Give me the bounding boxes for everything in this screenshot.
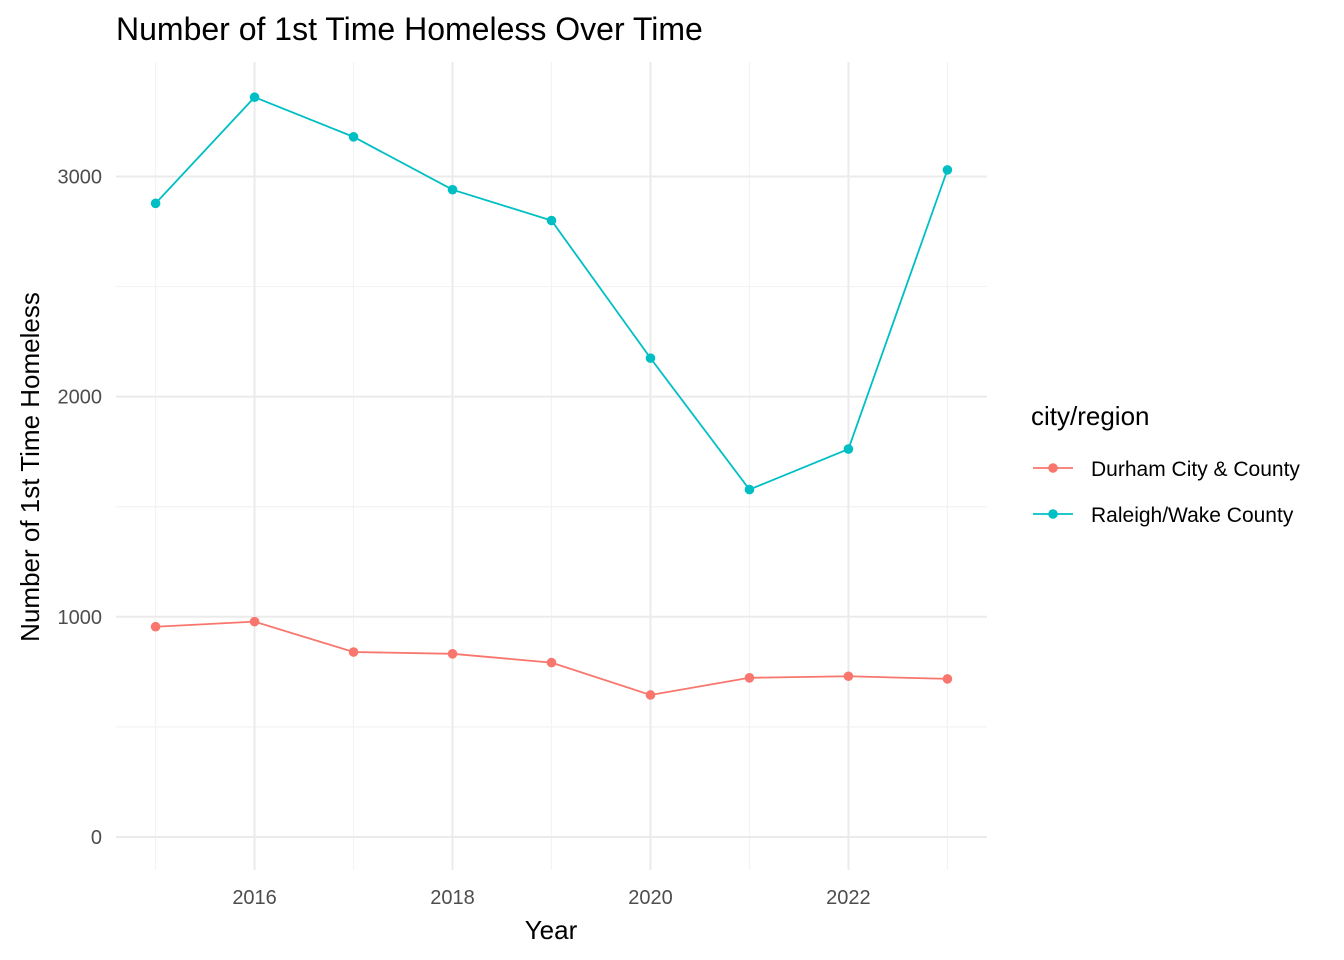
y-tick-label: 0 xyxy=(91,827,102,849)
x-tick-label: 2016 xyxy=(232,887,277,909)
y-tick-label: 1000 xyxy=(58,607,103,629)
y-tick-label: 3000 xyxy=(58,166,103,188)
y-axis-title: Number of 1st Time Homeless xyxy=(15,292,45,642)
x-tick-label: 2020 xyxy=(628,887,673,909)
y-tick-label: 2000 xyxy=(58,387,103,409)
data-point-raleigh-wake-county xyxy=(150,198,161,209)
data-point-durham-city-county xyxy=(348,647,359,657)
data-point-raleigh-wake-county xyxy=(744,484,755,495)
legend-items: Durham City & County Raleigh/Wake County xyxy=(1033,458,1300,527)
legend-title: city/region xyxy=(1031,401,1150,431)
x-tick-label: 2018 xyxy=(430,887,475,909)
legend-label-raleigh-wake-county: Raleigh/Wake County xyxy=(1091,504,1294,527)
data-point-durham-city-county xyxy=(942,674,953,684)
data-point-durham-city-county xyxy=(645,690,656,700)
data-point-durham-city-county xyxy=(744,672,755,683)
data-point-durham-city-county xyxy=(249,616,260,627)
data-point-raleigh-wake-county xyxy=(447,184,458,195)
x-tick-label: 2022 xyxy=(826,887,871,909)
series-layer xyxy=(150,92,953,700)
legend: city/region Durham City & County Raleigh/… xyxy=(1031,401,1300,527)
data-point-durham-city-county xyxy=(150,621,161,632)
data-point-raleigh-wake-county xyxy=(645,353,656,363)
legend-key-point-durham-city-county xyxy=(1048,463,1058,473)
tick-labels: 2016 2018 2020 2022 0 1000 2000 3000 xyxy=(58,166,871,909)
legend-key-point-raleigh-wake-county xyxy=(1048,509,1058,519)
data-point-raleigh-wake-county xyxy=(546,215,557,226)
data-point-durham-city-county xyxy=(447,648,458,659)
chart-title: Number of 1st Time Homeless Over Time xyxy=(116,11,703,47)
legend-label-durham-city-county: Durham City & County xyxy=(1091,458,1300,481)
data-point-raleigh-wake-county xyxy=(843,444,854,454)
data-point-durham-city-county xyxy=(546,657,557,668)
data-point-durham-city-county xyxy=(843,671,854,682)
data-point-raleigh-wake-county xyxy=(348,132,359,142)
data-point-raleigh-wake-county xyxy=(249,92,260,103)
data-point-raleigh-wake-county xyxy=(942,165,953,175)
x-axis-title: Year xyxy=(525,915,578,945)
grid xyxy=(116,62,987,870)
